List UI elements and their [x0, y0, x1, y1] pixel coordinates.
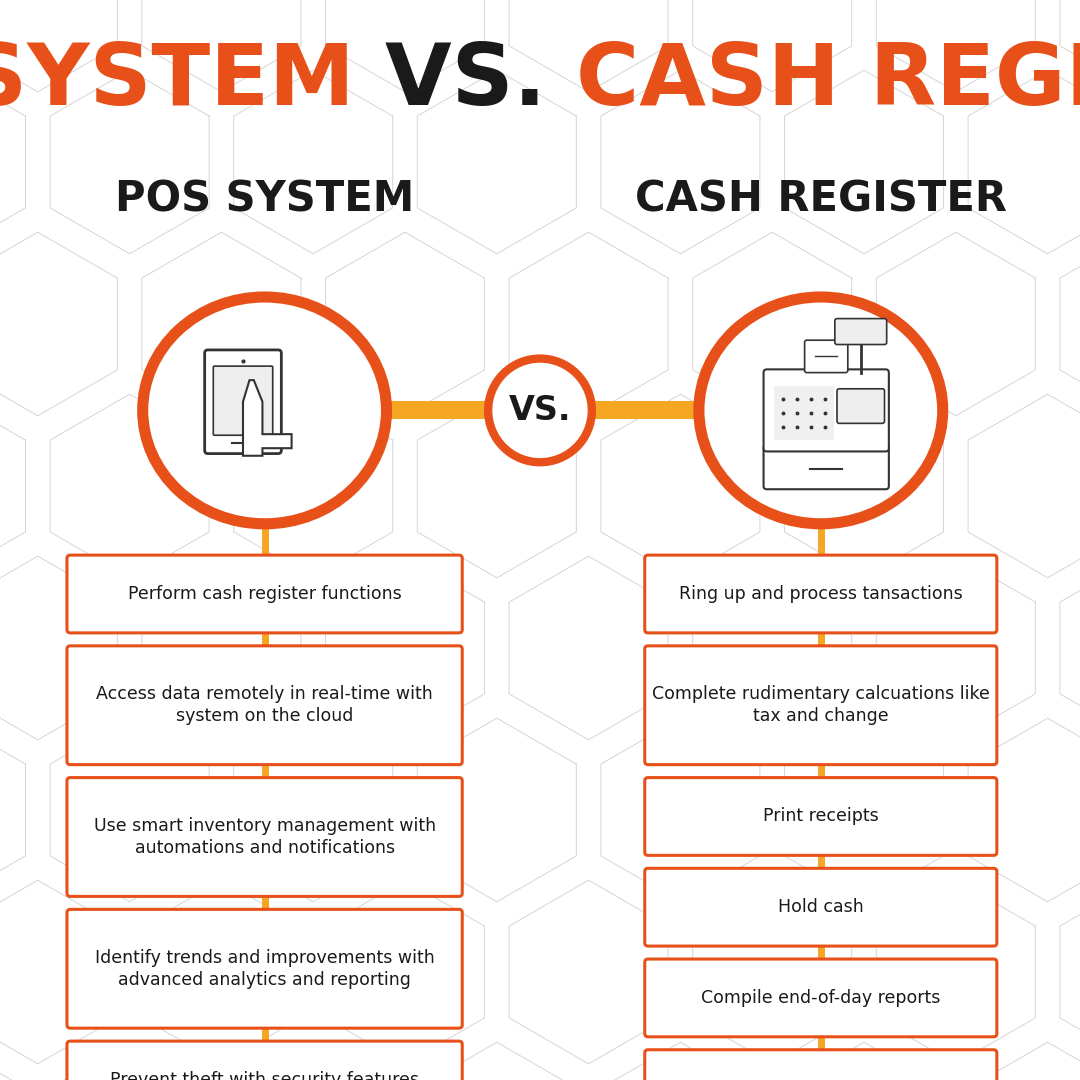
Text: Ring up and process tansactions: Ring up and process tansactions [679, 585, 962, 603]
Text: CASH REGISTER: CASH REGISTER [576, 40, 1080, 122]
Text: CASH REGISTER: CASH REGISTER [635, 179, 1007, 220]
FancyBboxPatch shape [645, 646, 997, 765]
FancyBboxPatch shape [214, 366, 272, 435]
FancyBboxPatch shape [645, 555, 997, 633]
FancyBboxPatch shape [645, 1050, 997, 1080]
Text: Compile end-of-day reports: Compile end-of-day reports [701, 989, 941, 1007]
Ellipse shape [699, 297, 943, 524]
FancyBboxPatch shape [67, 646, 462, 765]
Text: Prevent theft with security features: Prevent theft with security features [110, 1071, 419, 1080]
FancyBboxPatch shape [774, 386, 834, 440]
Text: VS.: VS. [509, 394, 571, 427]
Text: POS SYSTEM: POS SYSTEM [0, 40, 354, 122]
FancyBboxPatch shape [764, 369, 889, 451]
Text: Perform cash register functions: Perform cash register functions [127, 585, 402, 603]
Polygon shape [243, 380, 292, 456]
Text: Use smart inventory management with
automations and notifications: Use smart inventory management with auto… [94, 816, 435, 858]
FancyBboxPatch shape [764, 445, 889, 489]
FancyBboxPatch shape [205, 350, 282, 454]
Text: Access data remotely in real-time with
system on the cloud: Access data remotely in real-time with s… [96, 685, 433, 726]
Text: Identify trends and improvements with
advanced analytics and reporting: Identify trends and improvements with ad… [95, 948, 434, 989]
FancyBboxPatch shape [67, 1041, 462, 1080]
FancyBboxPatch shape [67, 555, 462, 633]
FancyBboxPatch shape [805, 340, 848, 373]
FancyBboxPatch shape [645, 959, 997, 1037]
FancyBboxPatch shape [645, 868, 997, 946]
Text: POS SYSTEM: POS SYSTEM [114, 179, 415, 220]
Circle shape [488, 359, 592, 462]
Text: VS.: VS. [354, 40, 576, 122]
Text: Hold cash: Hold cash [778, 899, 864, 916]
FancyBboxPatch shape [835, 319, 887, 345]
Ellipse shape [143, 297, 387, 524]
FancyBboxPatch shape [67, 909, 462, 1028]
FancyBboxPatch shape [645, 778, 997, 855]
FancyBboxPatch shape [837, 389, 885, 423]
Text: Print receipts: Print receipts [762, 808, 879, 825]
Text: Complete rudimentary calcuations like
tax and change: Complete rudimentary calcuations like ta… [652, 685, 989, 726]
FancyBboxPatch shape [67, 778, 462, 896]
